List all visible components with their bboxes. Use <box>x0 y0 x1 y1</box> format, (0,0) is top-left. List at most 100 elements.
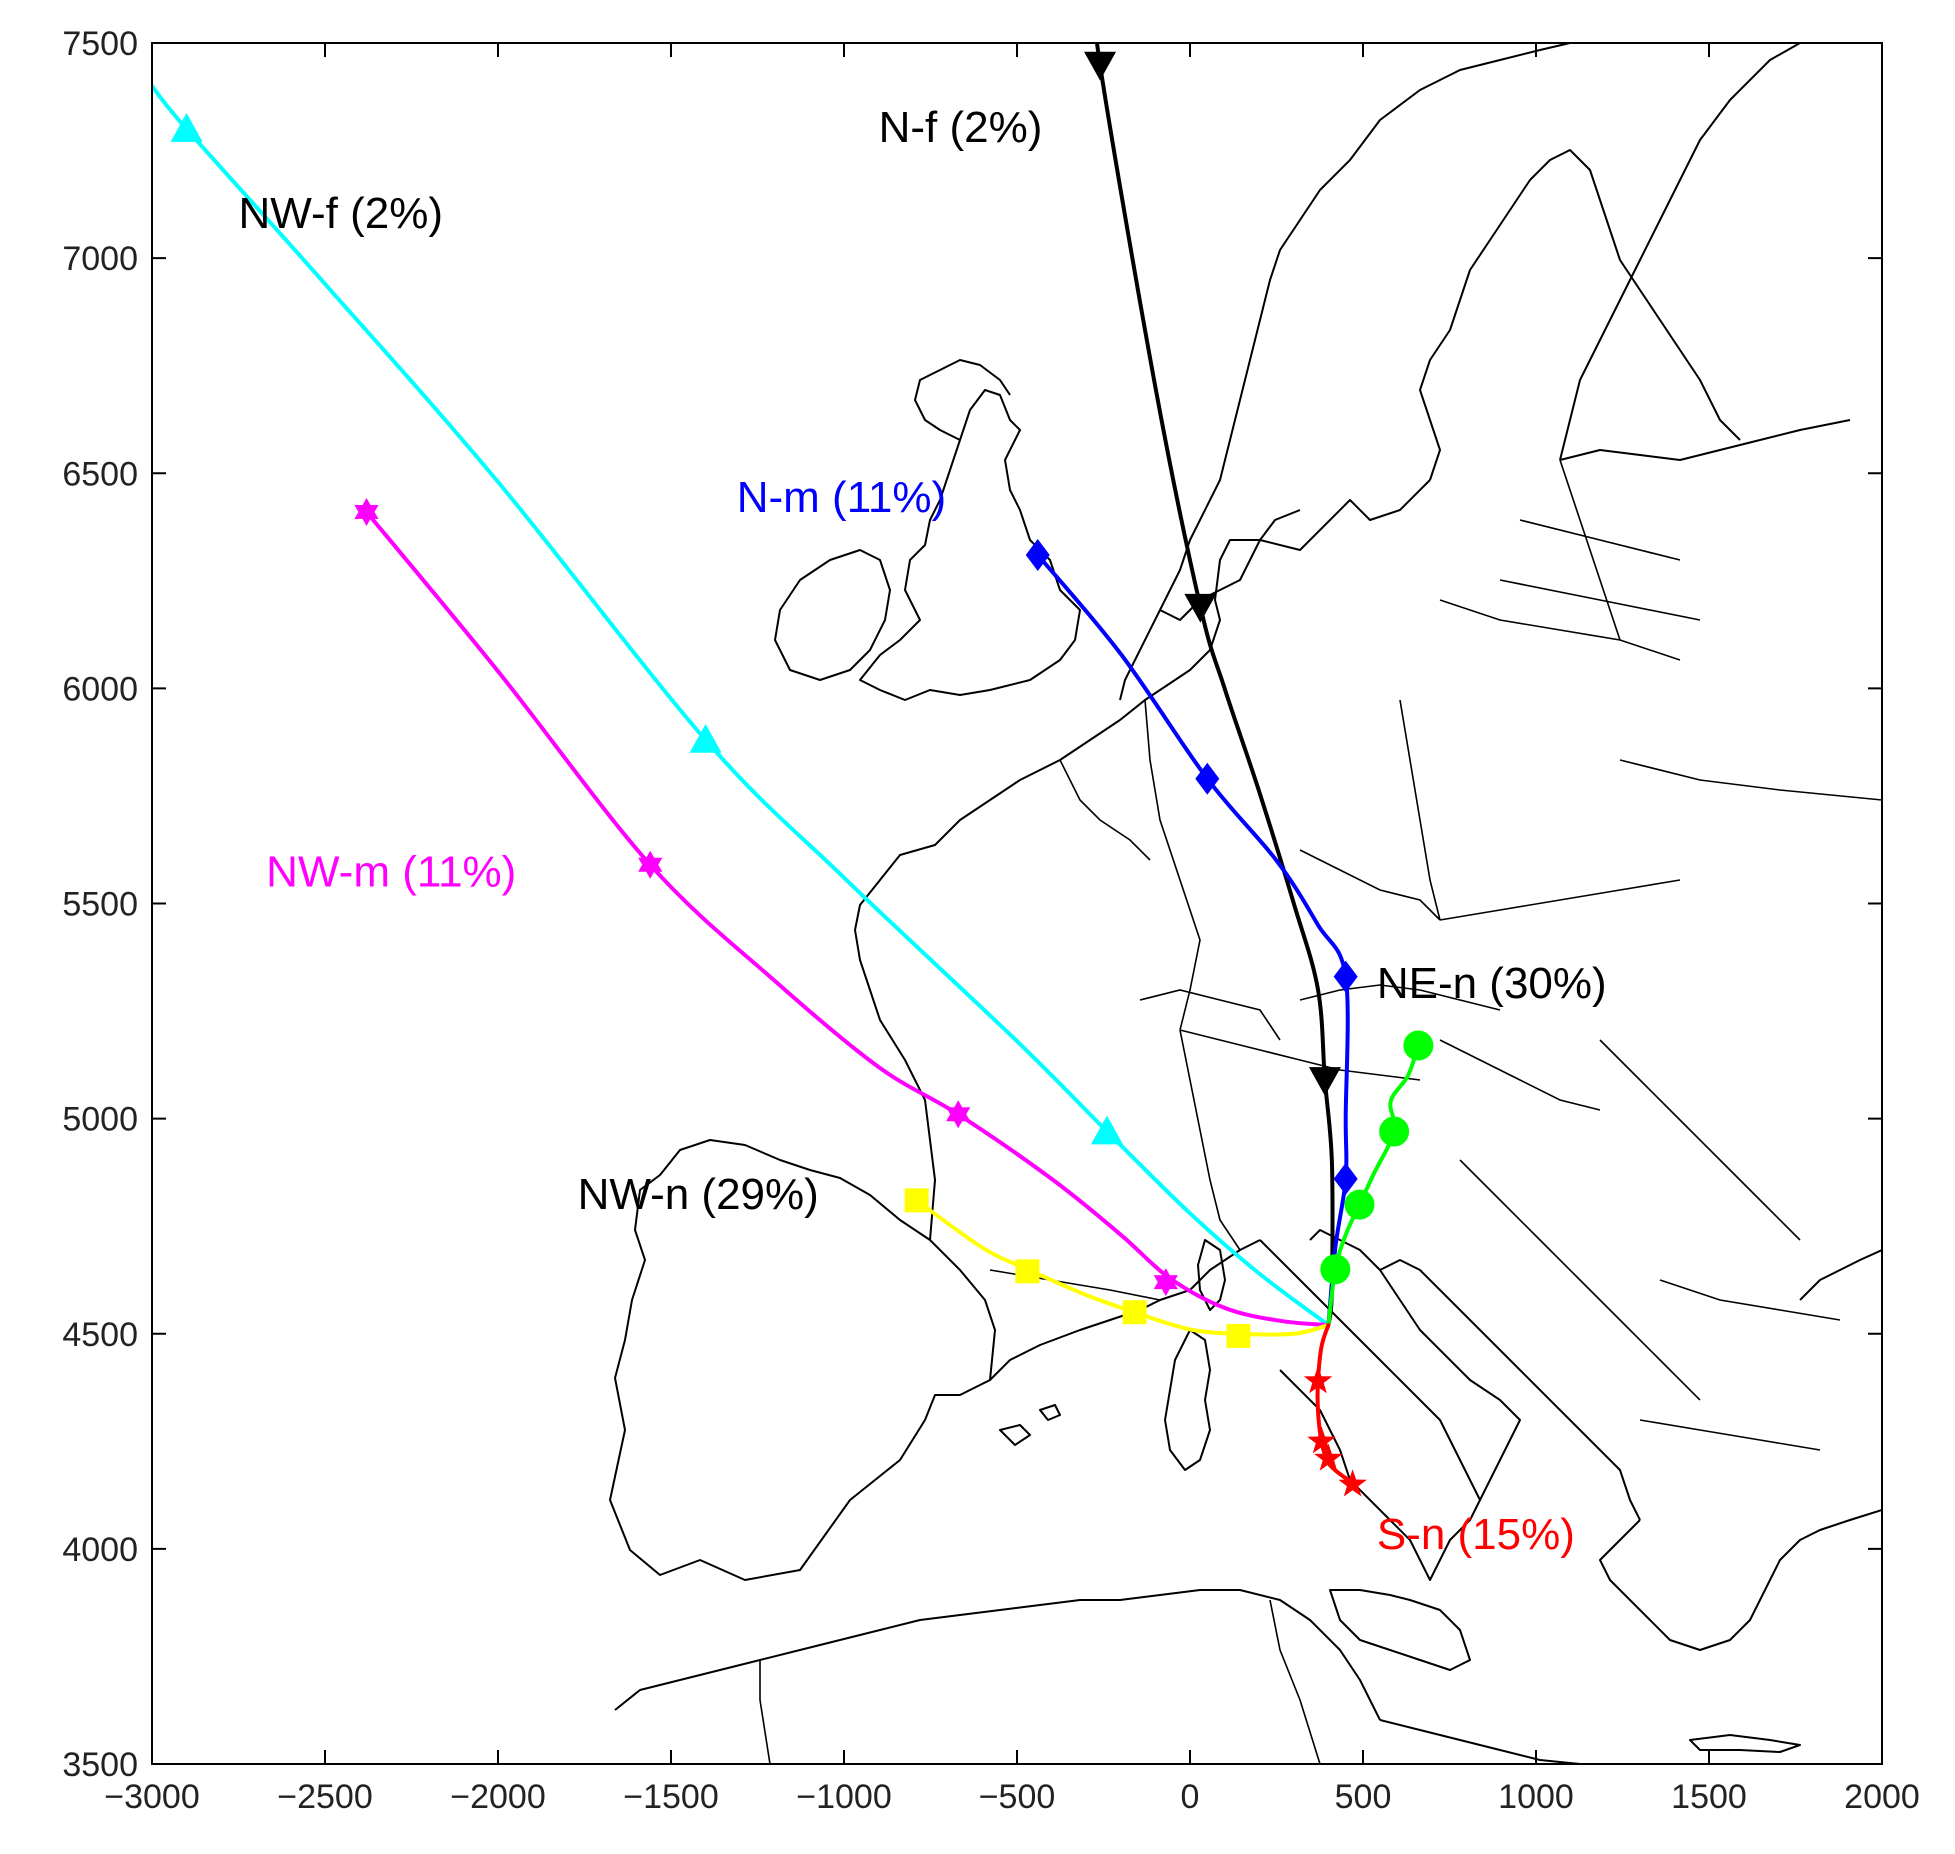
coastline-black-sea <box>1799 1249 1882 1301</box>
coastline-libya <box>1379 1719 1581 1764</box>
border-hungary <box>1439 1039 1601 1111</box>
coastline-norway-south <box>1159 509 1301 621</box>
y-tick-label: 4500 <box>62 1316 138 1354</box>
x-tick-label: −1500 <box>623 1778 719 1816</box>
y-tick-label: 6500 <box>62 455 138 493</box>
y-tick-label: 6000 <box>62 670 138 708</box>
border-poland-east <box>1439 599 1681 661</box>
trajectory-marker-n-f-2 <box>1308 1067 1341 1096</box>
trajectory-marker-ne-n-30 <box>1320 1254 1351 1285</box>
y-axis-tick-labels: 3500 4000 4500 5000 5500 6000 6500 7000 7500 <box>62 25 138 1784</box>
trajectory-line-nw-n-29 <box>914 1198 1331 1337</box>
trajectory-line-n-f-2 <box>1095 43 1335 1328</box>
y-tick-label: 4000 <box>62 1531 138 1569</box>
trajectory-marker-nw-f-2 <box>1090 1115 1123 1145</box>
coastline-greece <box>1599 1509 1882 1651</box>
trajectory-label-nw-m-11: NW-m (11%) <box>266 847 516 896</box>
x-tick-label: −2000 <box>450 1778 546 1816</box>
plot-area-frame <box>151 42 1883 1765</box>
y-tick-label: 7500 <box>62 25 138 63</box>
coastline-italy <box>1259 1239 1481 1581</box>
trajectory-line-n-m-11 <box>1035 553 1350 1328</box>
coastline-iberia <box>609 1139 996 1581</box>
coastline-crete <box>1689 1734 1801 1753</box>
y-tick-label: 7000 <box>62 240 138 278</box>
coastline-sicily <box>1329 1589 1471 1671</box>
border-romania <box>1599 1039 1801 1241</box>
x-axis-tick-labels: −3000 −2500 −2000 −1500 −1000 −500 0 500 1000 150… <box>104 1778 1920 1816</box>
border-benelux <box>1059 759 1151 861</box>
x-tick-label: −1000 <box>796 1778 892 1816</box>
border-morocco-algeria <box>759 1660 771 1764</box>
x-tick-label: 0 <box>1181 1778 1200 1816</box>
trajectory-marker-n-f-2 <box>1184 593 1217 623</box>
x-tick-label: −3000 <box>104 1778 200 1816</box>
x-tick-label: 500 <box>1335 1778 1392 1816</box>
trajectory-marker-s-n-15 <box>1314 1443 1343 1471</box>
trajectory-marker-s-n-15 <box>1307 1426 1336 1454</box>
trajectory-markers <box>170 51 1434 1497</box>
coastline-great-britain <box>859 389 1081 701</box>
coastline-north-sea <box>1019 479 1431 781</box>
trajectory-label-n-f-2: N-f (2%) <box>879 103 1043 152</box>
trajectory-marker-ne-n-30 <box>1403 1030 1434 1061</box>
border-bulgaria <box>1659 1279 1841 1321</box>
trajectory-marker-nw-f-2 <box>689 724 722 753</box>
trajectory-marker-nw-n-29 <box>1226 1323 1251 1348</box>
europe-basemap <box>609 43 1882 1764</box>
trajectory-marker-nw-m-11 <box>354 498 379 526</box>
border-baltic-states <box>1499 459 1701 641</box>
trajectory-marker-ne-n-30 <box>1344 1189 1375 1220</box>
border-alps <box>1179 1029 1421 1081</box>
border-france-germany <box>1144 699 1201 1031</box>
trajectory-line-s-n-15 <box>1315 1323 1359 1487</box>
trajectory-label-nw-n-29: NW-n (29%) <box>578 1170 819 1219</box>
coastline-finland <box>1559 43 1801 461</box>
trajectory-line-nw-m-11 <box>364 510 1331 1328</box>
border-germany-czech <box>1299 849 1441 921</box>
trajectory-label-s-n-15: S-n (15%) <box>1377 1510 1575 1559</box>
x-tick-label: −2500 <box>277 1778 373 1816</box>
coastline-scandinavia <box>1119 43 1571 701</box>
x-tick-label: 1500 <box>1671 1778 1747 1816</box>
x-tick-label: −500 <box>979 1778 1056 1816</box>
axis-ticks <box>151 42 1883 1765</box>
coastline-gulf-of-finland <box>1559 419 1851 461</box>
trajectory-marker-nw-n-29 <box>904 1188 929 1213</box>
trajectory-marker-nw-n-29 <box>1122 1300 1147 1325</box>
trajectory-marker-nw-m-11 <box>1153 1268 1178 1297</box>
coastline-sardinia <box>1164 1329 1211 1471</box>
trajectory-marker-nw-m-11 <box>946 1100 971 1129</box>
trajectory-marker-n-m-11 <box>1333 960 1358 993</box>
trajectory-label-ne-n-30: NE-n (30%) <box>1377 959 1607 1008</box>
x-tick-label: 2000 <box>1844 1778 1920 1816</box>
trajectory-marker-nw-m-11 <box>638 850 663 879</box>
border-france-italy <box>1179 1029 1241 1251</box>
coastline-adriatic-balkans <box>1379 1259 1641 1521</box>
coastline-north-africa <box>614 1589 1381 1721</box>
border-algeria-tunisia <box>1269 1599 1321 1764</box>
trajectory-label-n-m-11: N-m (11%) <box>737 473 946 522</box>
border-switzerland <box>1139 989 1281 1041</box>
trajectory-marker-ne-n-30 <box>1379 1116 1410 1147</box>
coastline-scotland-north <box>914 359 1011 441</box>
coastline-italy-east <box>1309 1229 1521 1501</box>
trajectory-marker-n-f-2 <box>1084 51 1117 81</box>
border-germany-poland <box>1399 699 1441 921</box>
trajectory-label-nw-f-2: NW-f (2%) <box>239 189 444 238</box>
trajectory-marker-n-m-11 <box>1195 762 1220 795</box>
trajectory-marker-n-m-11 <box>1025 538 1050 571</box>
trajectory-marker-s-n-15 <box>1303 1366 1333 1394</box>
coastline-france-west <box>854 779 1021 1241</box>
trajectory-labels: NW-f (2%) NW-m (11%) NW-n (29%) N-f (2%) N-m… <box>239 103 1607 1559</box>
border-austria <box>1299 984 1501 1011</box>
y-tick-label: 3500 <box>62 1746 138 1784</box>
x-tick-label: 1000 <box>1498 1778 1574 1816</box>
trajectory-line-nw-f-2 <box>152 84 1331 1328</box>
border-belarus-ukraine <box>1619 759 1882 801</box>
border-greece-north <box>1639 1419 1821 1451</box>
coastline-ireland <box>774 549 891 681</box>
border-poland-south <box>1439 879 1681 921</box>
y-tick-label: 5500 <box>62 886 138 924</box>
